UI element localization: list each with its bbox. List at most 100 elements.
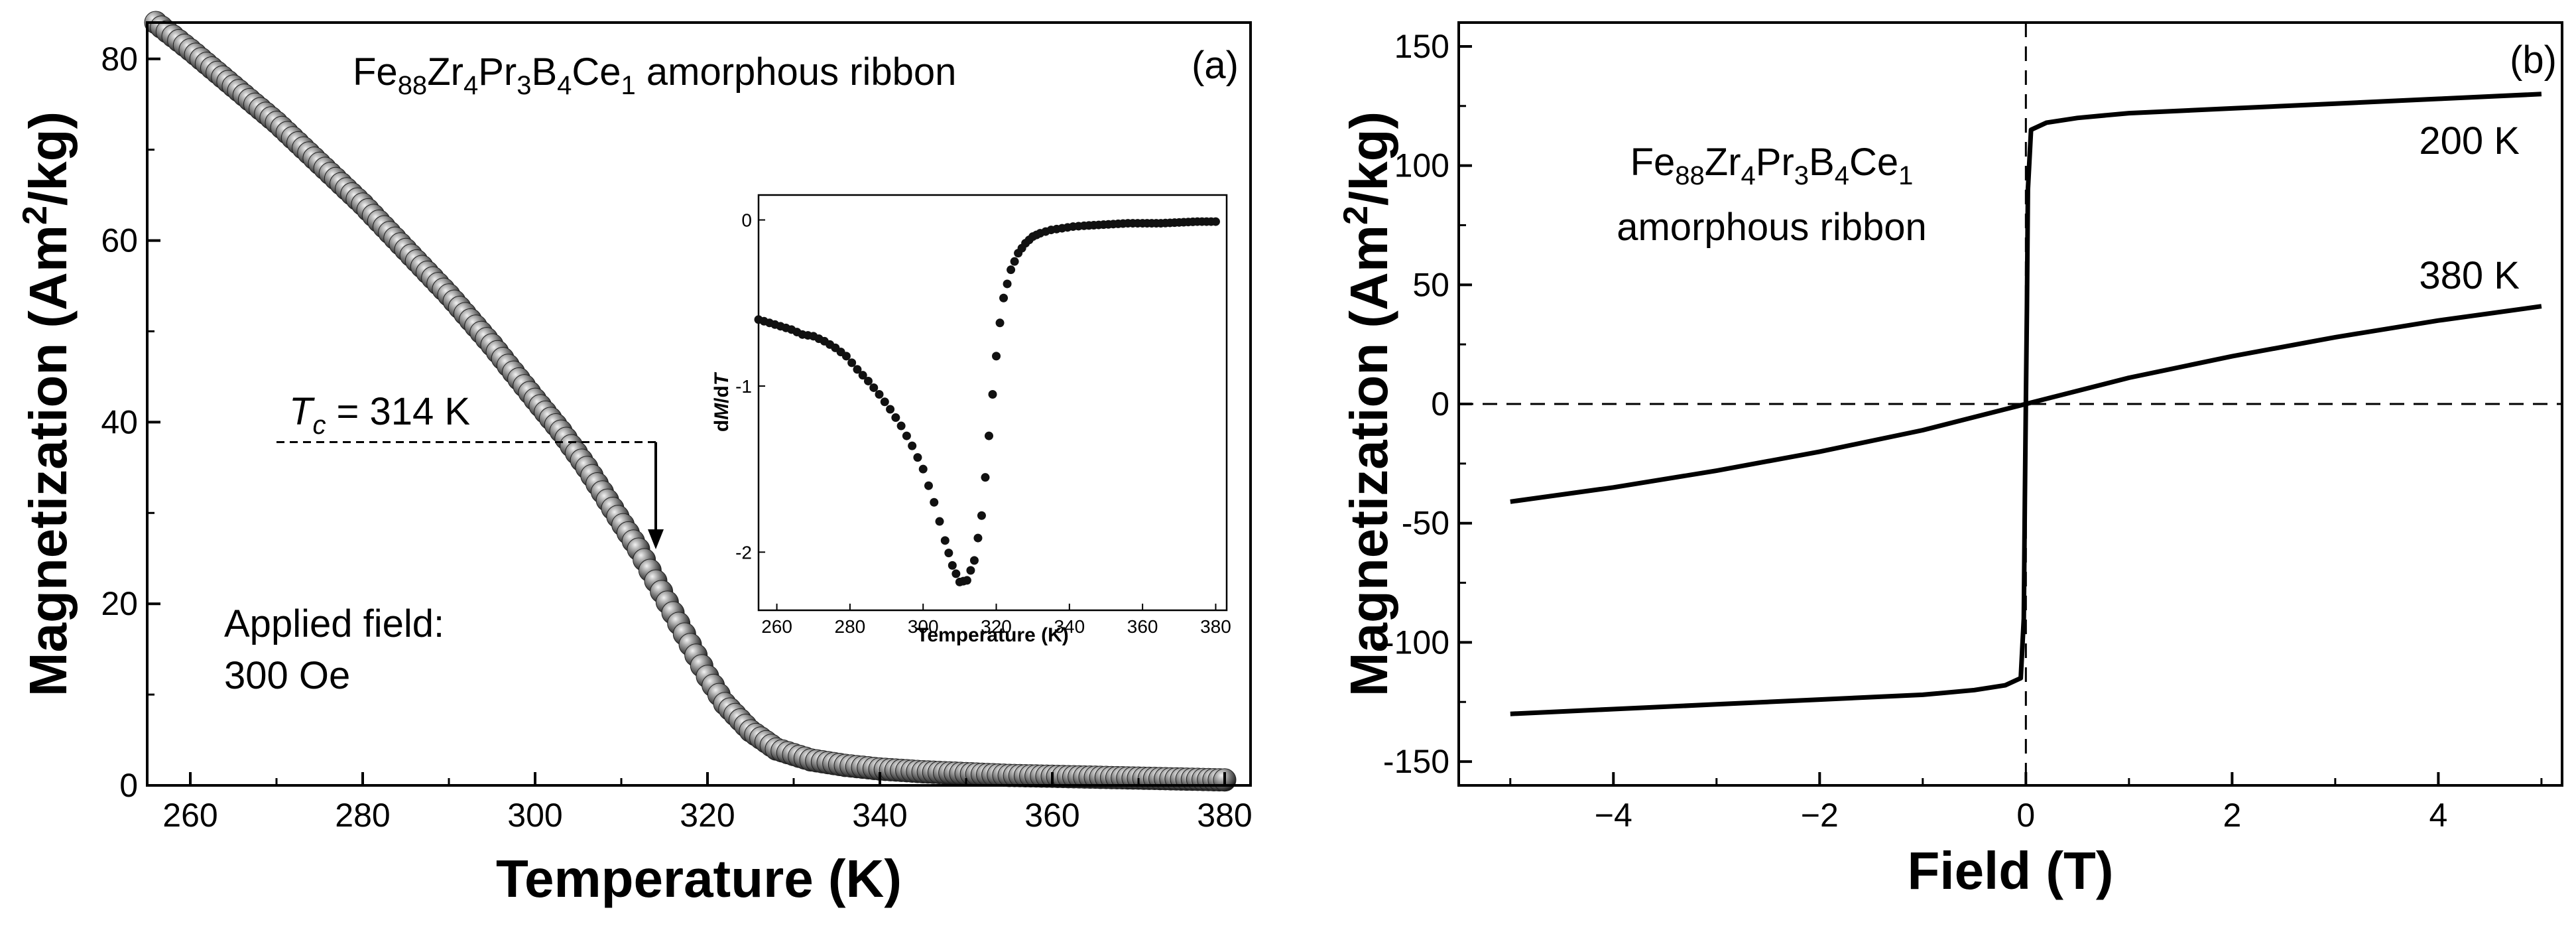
y-tick-label: 100 (1394, 147, 1449, 184)
panel-a-title: Fe88Zr4Pr3B4Ce1 amorphous ribbon (353, 50, 956, 100)
panel-b: −4 −2 0 2 4 -150 -100 -50 0 50 100 150 Field (T) M… (1337, 21, 2563, 900)
panel-b-y-axis-title: Magnetization (Am2/kg) (1337, 111, 1398, 697)
inset-chart: 260 280 300 320 340 360 380 0 -1 -2 Temperature … (711, 194, 1231, 646)
inset-data-point (930, 498, 939, 507)
x-tick-label: 0 (2016, 797, 2035, 834)
series-label-380k: 380 K (2419, 254, 2520, 297)
panel-a-data-points (144, 11, 1237, 792)
tc-label: Tc = 314 K (289, 390, 470, 440)
inset-x-tick-label: 300 (908, 616, 939, 637)
applied-field-label: Applied field: (224, 602, 444, 645)
x-tick-label: 2 (2223, 797, 2241, 834)
y-tick-label: 80 (101, 40, 138, 78)
y-tick-label: 20 (101, 585, 138, 622)
y-tick-label: -50 (1402, 505, 1449, 542)
inset-data-point (913, 453, 922, 462)
y-tick-label: 0 (119, 767, 138, 804)
inset-data-point (977, 511, 986, 520)
inset-x-tick-label: 380 (1200, 616, 1231, 637)
panel-b-series (1510, 92, 2542, 716)
inset-data-point (918, 464, 928, 474)
y-tick-label: 0 (1431, 385, 1449, 423)
inset-x-axis: 260 280 300 320 340 360 380 (761, 604, 1231, 637)
inset-data-point (962, 576, 971, 585)
inset-data-point (966, 566, 975, 575)
inset-data-point (853, 365, 862, 374)
panel-b-reference-lines (1459, 23, 2562, 785)
inset-data-point (891, 413, 900, 423)
inset-data-point (924, 481, 933, 490)
inset-data-point (992, 352, 1001, 361)
x-tick-label: 340 (852, 797, 907, 834)
inset-data-point (988, 389, 997, 399)
inset-x-tick-label: 260 (761, 616, 792, 637)
inset-y-tick-label: -2 (735, 542, 752, 563)
inset-data-point (869, 383, 879, 392)
inset-x-axis-title: Temperature (K) (916, 624, 1068, 646)
panel-a-label: (a) (1192, 44, 1239, 87)
panel-a-x-axis: 260 280 300 320 340 360 380 (162, 772, 1253, 834)
inset-data-point (1007, 265, 1016, 275)
inset-x-tick-label: 360 (1127, 616, 1158, 637)
panel-b-y-axis: -150 -100 -50 0 50 100 150 (1383, 28, 1472, 780)
panel-a: 260 280 300 320 340 360 380 0 20 40 60 80 Temperat… (16, 11, 1253, 908)
x-tick-label: −2 (1801, 797, 1839, 834)
panel-b-x-axis-title: Field (T) (1907, 841, 2113, 900)
tc-arrow-head (648, 529, 664, 550)
inset-x-tick-label: 340 (1054, 616, 1085, 637)
panel-b-x-axis: −4 −2 0 2 4 (1509, 772, 2543, 834)
panel-a-x-axis-title: Temperature (K) (496, 849, 902, 908)
x-tick-label: 320 (680, 797, 735, 834)
panel-b-label: (b) (2510, 38, 2557, 82)
inset-data-point (1211, 217, 1220, 226)
series-label-200k: 200 K (2419, 119, 2520, 163)
y-tick-label: -150 (1383, 743, 1449, 780)
panel-b-composition: Fe88Zr4Pr3B4Ce1 (1630, 141, 1914, 190)
inset-data-point (908, 441, 917, 450)
inset-x-tick-label: 280 (835, 616, 866, 637)
x-tick-label: 280 (335, 797, 390, 834)
inset-data-point (995, 318, 1005, 328)
panel-a-y-axis: 0 20 40 60 80 (101, 40, 160, 804)
x-tick-label: 380 (1197, 797, 1252, 834)
inset-data-point (984, 431, 993, 440)
inset-data-point (1003, 279, 1012, 289)
inset-y-axis-title: dM/dT (711, 371, 733, 432)
inset-data-point (951, 569, 961, 578)
y-tick-label: 60 (101, 222, 138, 259)
series-line-380k (1510, 304, 2542, 504)
inset-data-point (981, 473, 990, 482)
inset-x-tick-label: 320 (981, 616, 1012, 637)
inset-data-point (875, 389, 884, 399)
inset-data-point (948, 561, 957, 570)
x-tick-label: 360 (1024, 797, 1079, 834)
inset-y-tick-label: 0 (741, 210, 752, 231)
inset-y-axis: 0 -1 -2 (735, 210, 765, 563)
panel-a-y-axis-title: Magnetization (Am2/kg) (16, 111, 78, 697)
inset-data-point (841, 352, 851, 361)
inset-data-point (880, 397, 889, 407)
inset-data-point (969, 556, 979, 565)
inset-data-point (973, 533, 983, 543)
panel-b-plot-area (1459, 23, 2562, 785)
inset-frame (757, 194, 1228, 612)
inset-data-point (858, 371, 867, 380)
inset-data-point (863, 376, 873, 385)
y-tick-label: 150 (1394, 28, 1449, 65)
inset-data-point (935, 517, 944, 526)
panel-a-tc-marker (276, 441, 664, 550)
panel-b-composition-line2: amorphous ribbon (1617, 206, 1927, 249)
y-tick-label: 40 (101, 403, 138, 440)
x-tick-label: 300 (507, 797, 562, 834)
inset-data-points (754, 217, 1220, 586)
inset-data-point (886, 405, 895, 414)
inset-data-point (944, 549, 953, 558)
x-tick-label: 260 (162, 797, 217, 834)
inset-data-point (940, 536, 950, 545)
inset-data-point (902, 431, 911, 440)
inset-y-tick-label: -1 (735, 376, 752, 397)
inset-data-point (999, 293, 1009, 302)
applied-field-value: 300 Oe (224, 654, 350, 697)
x-tick-label: −4 (1595, 797, 1632, 834)
